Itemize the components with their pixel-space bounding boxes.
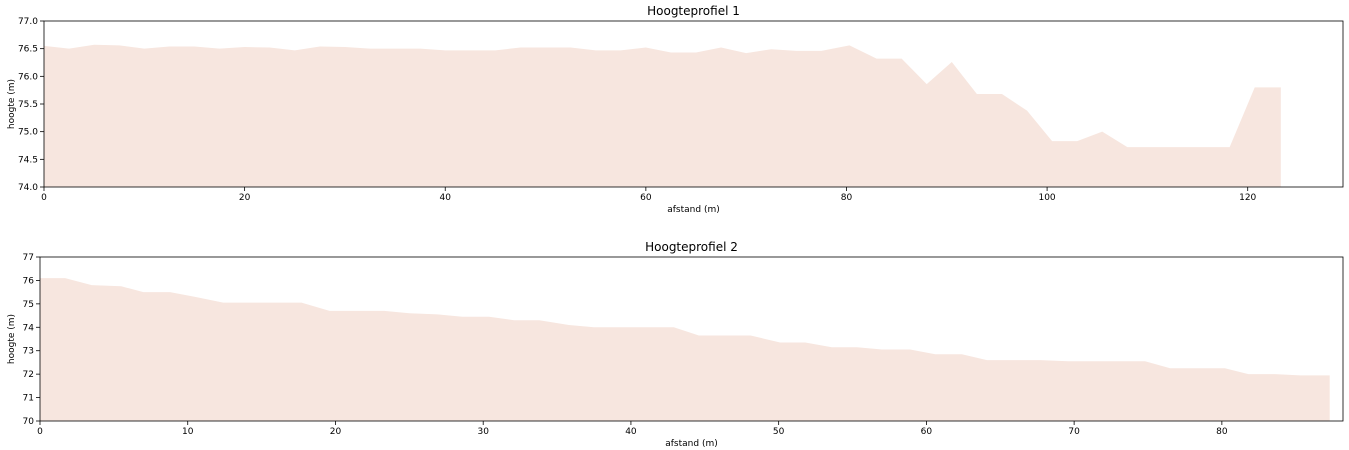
chart-1-y-tick-label: 75.0 bbox=[18, 128, 38, 138]
chart-1-x-axis-label: afstand (m) bbox=[667, 205, 719, 215]
chart-2-x-tick-label: 80 bbox=[1216, 427, 1228, 437]
chart-2-x-tick-label: 20 bbox=[330, 427, 342, 437]
chart-1-x-tick-label: 40 bbox=[440, 193, 452, 203]
chart-1-y-axis-label: hoogte (m) bbox=[7, 79, 17, 129]
chart-2-x-tick-label: 70 bbox=[1068, 427, 1080, 437]
chart-1-x-tick-label: 100 bbox=[1038, 193, 1055, 203]
chart-1-area bbox=[44, 44, 1281, 187]
chart-1-y-tick-label: 75.5 bbox=[18, 100, 38, 110]
chart-1-y-tick-label: 76.5 bbox=[18, 45, 38, 55]
chart-1-x-tick-label: 60 bbox=[640, 193, 652, 203]
chart-2-y-tick-label: 71 bbox=[23, 394, 34, 404]
chart-1-x-tick-label: 80 bbox=[841, 193, 853, 203]
chart-2-x-tick-label: 50 bbox=[773, 427, 785, 437]
chart-1-y-tick-label: 74.0 bbox=[18, 183, 38, 193]
chart-1-y-tick-label: 77.0 bbox=[18, 17, 38, 27]
chart-2-x-tick-label: 0 bbox=[37, 427, 43, 437]
chart-2-x-tick-label: 40 bbox=[625, 427, 637, 437]
chart-1-svg: 0 20 40 60 80 100 120 74.0 74.5 75.0 75.5 76.0 76.5 7… bbox=[7, 4, 1344, 215]
chart-2-y-tick-label: 77 bbox=[23, 253, 34, 263]
chart-2-frame bbox=[39, 256, 1344, 422]
chart-hoogteprofiel-2: 0 10 20 30 40 50 60 70 80 70 71 72 73 74 75 76 77 Hoogtep… bbox=[0, 225, 1349, 450]
chart-1-x-tick-label: 120 bbox=[1239, 193, 1256, 203]
chart-2-x-tick-label: 60 bbox=[921, 427, 933, 437]
chart-2-x-tick-label: 30 bbox=[477, 427, 489, 437]
chart-2-x-axis-label: afstand (m) bbox=[665, 439, 717, 449]
chart-1-y-tick-label: 74.5 bbox=[18, 155, 38, 165]
chart-2-y-tick-label: 74 bbox=[23, 323, 35, 333]
chart-2-title: Hoogteprofiel 2 bbox=[645, 240, 738, 254]
chart-2-y-tick-label: 72 bbox=[23, 370, 34, 380]
chart-hoogteprofiel-1: 0 20 40 60 80 100 120 74.0 74.5 75.0 75.5 76.0 76.5 7… bbox=[7, 4, 1344, 215]
chart-2-area bbox=[40, 278, 1330, 421]
chart-1-title: Hoogteprofiel 1 bbox=[647, 4, 740, 18]
chart-2-svg: 0 10 20 30 40 50 60 70 80 70 71 72 73 74 75 76 77 Hoogtep… bbox=[7, 240, 1344, 449]
chart-2-y-tick-label: 73 bbox=[23, 347, 34, 357]
chart-2-y-axis-label: hoogte (m) bbox=[7, 314, 17, 364]
chart-2-y-tick-label: 75 bbox=[23, 300, 34, 310]
chart-1-x-tick-label: 20 bbox=[239, 193, 251, 203]
chart-2-y-tick-label: 76 bbox=[23, 276, 35, 286]
chart-1-x-tick-label: 0 bbox=[41, 193, 47, 203]
chart-2-y-tick-label: 70 bbox=[23, 417, 35, 427]
chart-2-x-tick-label: 10 bbox=[182, 427, 194, 437]
chart-1-y-tick-label: 76.0 bbox=[18, 72, 38, 82]
